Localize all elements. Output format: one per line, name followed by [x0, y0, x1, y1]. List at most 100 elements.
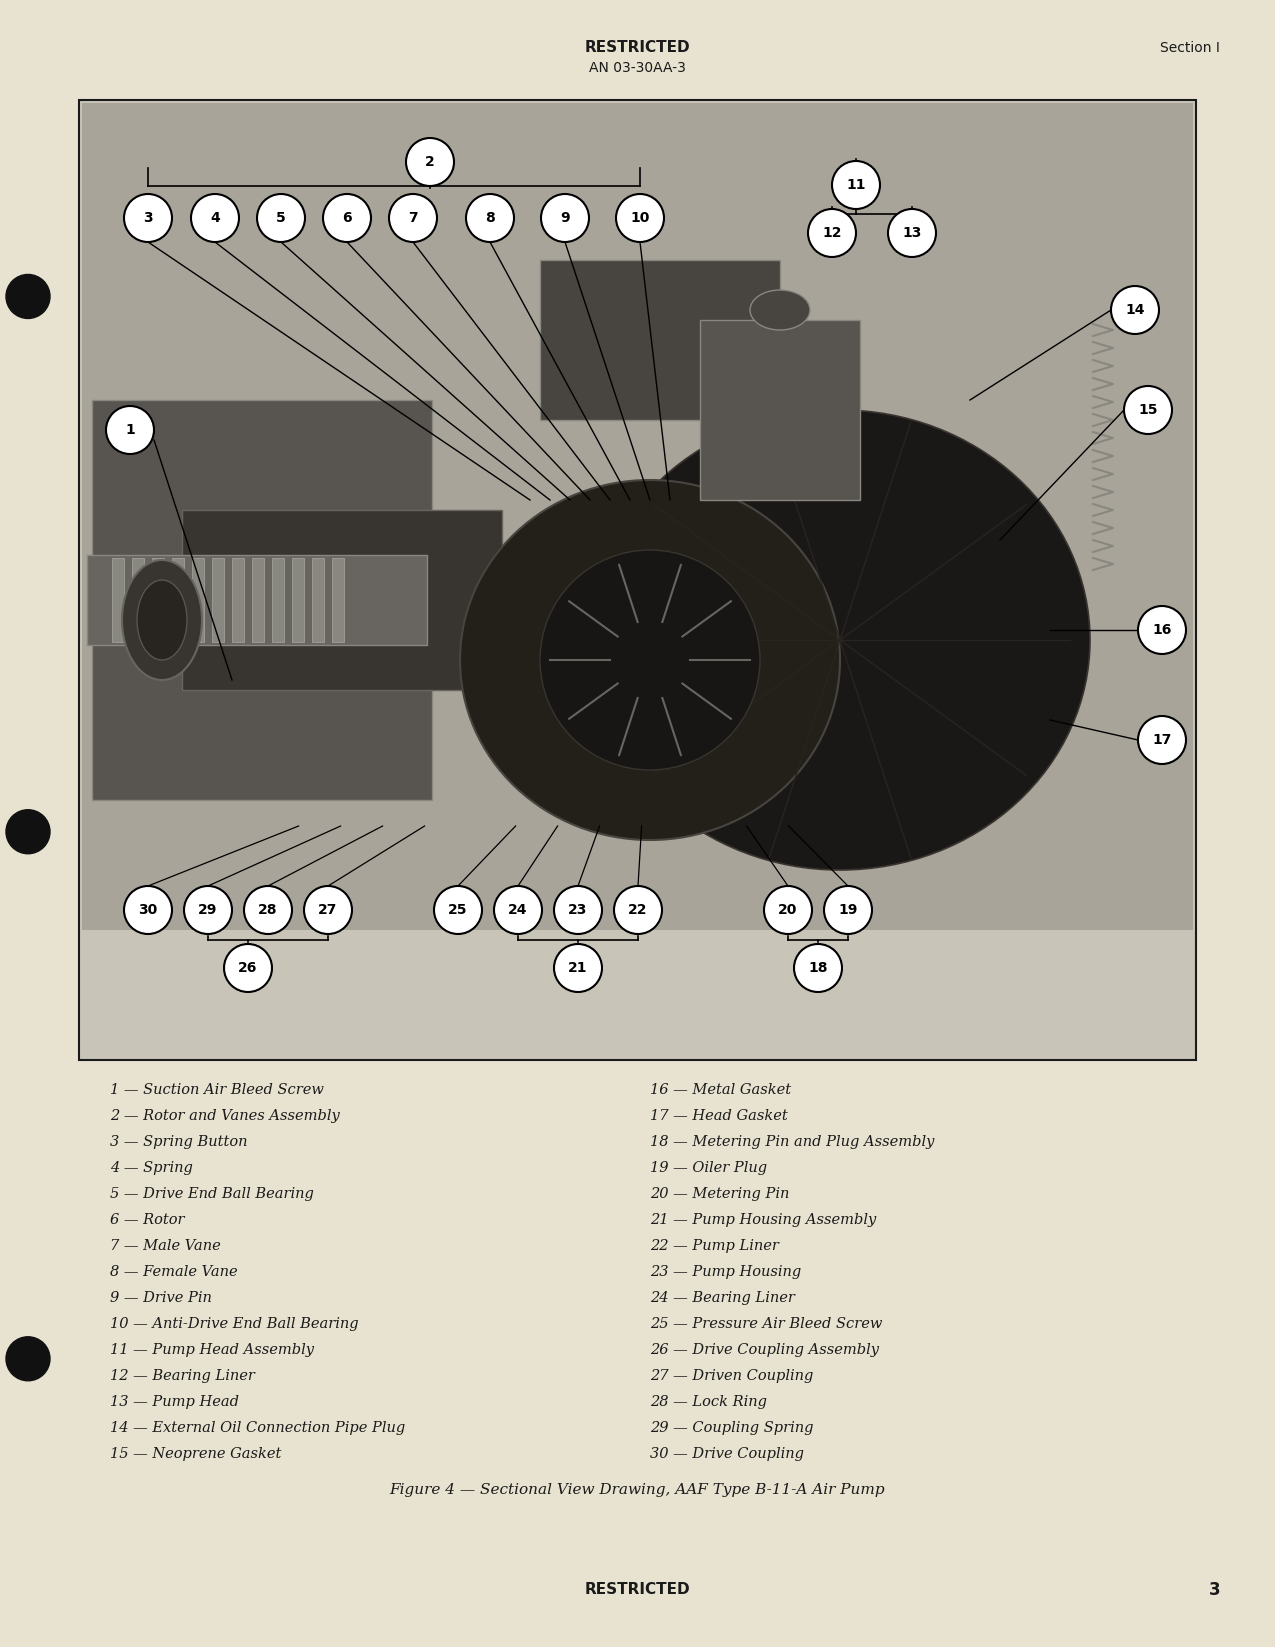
- Circle shape: [824, 886, 872, 934]
- Text: 26 — Drive Coupling Assembly: 26 — Drive Coupling Assembly: [650, 1342, 878, 1357]
- Circle shape: [615, 886, 662, 934]
- Text: 27: 27: [319, 903, 338, 917]
- Circle shape: [224, 944, 272, 991]
- Circle shape: [465, 194, 514, 242]
- Text: 7: 7: [408, 211, 418, 226]
- Circle shape: [323, 194, 371, 242]
- Circle shape: [1111, 287, 1159, 334]
- Text: 26: 26: [238, 960, 258, 975]
- Ellipse shape: [136, 580, 187, 660]
- Text: 16 — Metal Gasket: 16 — Metal Gasket: [650, 1084, 790, 1097]
- Circle shape: [1125, 385, 1172, 435]
- Text: 6 — Rotor: 6 — Rotor: [110, 1212, 185, 1227]
- Bar: [292, 558, 303, 642]
- Text: 5: 5: [277, 211, 286, 226]
- Text: 15: 15: [1139, 404, 1158, 417]
- Text: 9 — Drive Pin: 9 — Drive Pin: [110, 1291, 212, 1304]
- Circle shape: [6, 1337, 50, 1380]
- Circle shape: [191, 194, 238, 242]
- Text: 17 — Head Gasket: 17 — Head Gasket: [650, 1108, 788, 1123]
- Text: 1: 1: [125, 423, 135, 436]
- Circle shape: [389, 194, 437, 242]
- Bar: [79, 100, 1196, 1061]
- Bar: [272, 558, 284, 642]
- Circle shape: [184, 886, 232, 934]
- Circle shape: [405, 138, 454, 186]
- Text: 12 — Bearing Liner: 12 — Bearing Liner: [110, 1369, 255, 1383]
- Bar: [87, 555, 427, 646]
- Circle shape: [124, 886, 172, 934]
- Text: Figure 4 — Sectional View Drawing, AAF Type B-11-A Air Pump: Figure 4 — Sectional View Drawing, AAF T…: [390, 1482, 885, 1497]
- Text: 21 — Pump Housing Assembly: 21 — Pump Housing Assembly: [650, 1212, 876, 1227]
- Circle shape: [555, 944, 602, 991]
- Bar: [332, 558, 344, 642]
- Bar: [232, 558, 244, 642]
- Bar: [182, 511, 502, 690]
- Ellipse shape: [122, 560, 201, 680]
- Ellipse shape: [750, 290, 810, 329]
- Text: 14 — External Oil Connection Pipe Plug: 14 — External Oil Connection Pipe Plug: [110, 1421, 405, 1435]
- Text: 15 — Neoprene Gasket: 15 — Neoprene Gasket: [110, 1448, 282, 1461]
- Circle shape: [1139, 716, 1186, 764]
- Text: 13: 13: [903, 226, 922, 240]
- Text: 4 — Spring: 4 — Spring: [110, 1161, 193, 1174]
- Text: 24 — Bearing Liner: 24 — Bearing Liner: [650, 1291, 794, 1304]
- Ellipse shape: [541, 550, 760, 771]
- Text: 21: 21: [569, 960, 588, 975]
- Circle shape: [833, 161, 880, 209]
- Text: 4: 4: [210, 211, 219, 226]
- Text: 24: 24: [509, 903, 528, 917]
- Circle shape: [434, 886, 482, 934]
- Bar: [193, 558, 204, 642]
- Text: 11: 11: [847, 178, 866, 193]
- Circle shape: [6, 810, 50, 853]
- Text: 20: 20: [778, 903, 798, 917]
- Text: 23 — Pump Housing: 23 — Pump Housing: [650, 1265, 801, 1280]
- Bar: [82, 104, 1193, 931]
- Ellipse shape: [460, 479, 840, 840]
- Circle shape: [106, 407, 154, 455]
- Text: RESTRICTED: RESTRICTED: [585, 41, 690, 56]
- Text: 13 — Pump Head: 13 — Pump Head: [110, 1395, 238, 1408]
- Ellipse shape: [590, 410, 1090, 870]
- Text: 2 — Rotor and Vanes Assembly: 2 — Rotor and Vanes Assembly: [110, 1108, 339, 1123]
- Circle shape: [887, 209, 936, 257]
- Text: 10 — Anti-Drive End Ball Bearing: 10 — Anti-Drive End Ball Bearing: [110, 1318, 358, 1331]
- Text: 3 — Spring Button: 3 — Spring Button: [110, 1135, 247, 1150]
- Text: 11 — Pump Head Assembly: 11 — Pump Head Assembly: [110, 1342, 314, 1357]
- Text: Section I: Section I: [1160, 41, 1220, 54]
- Bar: [312, 558, 324, 642]
- Circle shape: [794, 944, 842, 991]
- Text: 16: 16: [1153, 623, 1172, 637]
- Bar: [252, 558, 264, 642]
- Text: 22 — Pump Liner: 22 — Pump Liner: [650, 1239, 779, 1253]
- Text: 30 — Drive Coupling: 30 — Drive Coupling: [650, 1448, 805, 1461]
- Circle shape: [258, 194, 305, 242]
- Text: 8 — Female Vane: 8 — Female Vane: [110, 1265, 237, 1280]
- Text: 28: 28: [259, 903, 278, 917]
- Circle shape: [616, 194, 664, 242]
- Text: 12: 12: [822, 226, 842, 240]
- Text: 3: 3: [143, 211, 153, 226]
- Text: 20 — Metering Pin: 20 — Metering Pin: [650, 1187, 789, 1201]
- Text: 18 — Metering Pin and Plug Assembly: 18 — Metering Pin and Plug Assembly: [650, 1135, 935, 1150]
- Text: 17: 17: [1153, 733, 1172, 748]
- Text: 25 — Pressure Air Bleed Screw: 25 — Pressure Air Bleed Screw: [650, 1318, 882, 1331]
- Circle shape: [808, 209, 856, 257]
- Bar: [700, 320, 861, 501]
- Text: 14: 14: [1126, 303, 1145, 316]
- Bar: [541, 260, 780, 420]
- Circle shape: [6, 275, 50, 318]
- Text: 9: 9: [560, 211, 570, 226]
- Text: 18: 18: [808, 960, 827, 975]
- Text: 8: 8: [484, 211, 495, 226]
- Bar: [212, 558, 224, 642]
- Text: 1 — Suction Air Bleed Screw: 1 — Suction Air Bleed Screw: [110, 1084, 324, 1097]
- Text: 29: 29: [199, 903, 218, 917]
- Text: 3: 3: [1209, 1581, 1220, 1599]
- Circle shape: [244, 886, 292, 934]
- Circle shape: [1139, 606, 1186, 654]
- Text: 28 — Lock Ring: 28 — Lock Ring: [650, 1395, 768, 1408]
- Text: AN 03-30AA-3: AN 03-30AA-3: [589, 61, 686, 76]
- Text: 6: 6: [342, 211, 352, 226]
